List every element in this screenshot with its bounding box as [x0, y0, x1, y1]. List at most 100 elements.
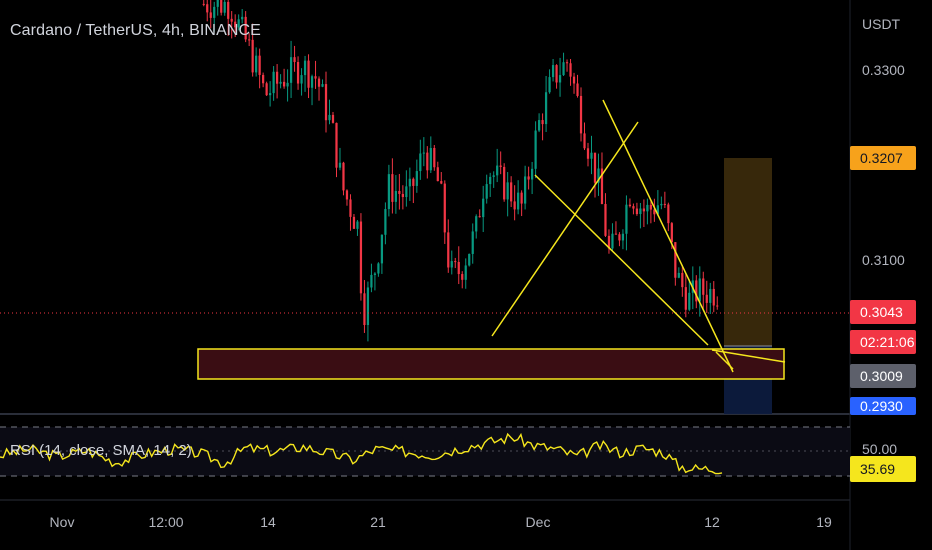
- candle-body: [482, 198, 485, 218]
- candle-body: [621, 233, 625, 241]
- candle-body: [216, 0, 219, 7]
- entry-price-tag: 0.3009: [850, 364, 916, 388]
- candle-body: [255, 55, 258, 73]
- time-label-4: Dec: [525, 514, 551, 530]
- candle-body: [548, 77, 551, 93]
- candle-body: [213, 6, 216, 18]
- candle-body: [569, 63, 572, 77]
- candle-body: [705, 294, 708, 303]
- candle-body: [572, 76, 576, 84]
- candle-body: [230, 18, 233, 22]
- candle-body: [471, 231, 474, 254]
- trendline-3: [602, 99, 734, 373]
- candle-body: [499, 165, 502, 167]
- candle-body: [642, 208, 646, 212]
- candle-body: [419, 153, 422, 172]
- candle-body: [331, 114, 335, 123]
- candle-body: [345, 190, 349, 200]
- candle-body: [321, 84, 324, 87]
- candle-body: [370, 274, 373, 288]
- candle-body: [489, 176, 492, 185]
- candle-body: [262, 74, 265, 84]
- candle-body: [656, 205, 659, 215]
- candle-body: [461, 274, 464, 280]
- trendline-1: [491, 121, 639, 337]
- target-price-tag: 0.3207: [850, 146, 916, 170]
- candle-body: [244, 16, 247, 40]
- candle-body: [422, 152, 425, 154]
- last-price-tag: 0.3043: [850, 300, 916, 324]
- rsi-level-label: 50.00: [862, 441, 898, 457]
- candle-body: [677, 272, 680, 278]
- candle-body: [614, 233, 618, 235]
- candle-body: [429, 147, 432, 171]
- candle-body: [202, 3, 205, 5]
- candle-body: [510, 182, 513, 202]
- time-label-0: Nov: [49, 514, 75, 530]
- candle-body: [328, 114, 331, 121]
- candle-body: [660, 203, 663, 206]
- candle-body: [275, 71, 279, 84]
- trendline-5: [715, 351, 734, 370]
- candle-body: [454, 261, 457, 263]
- candle-body: [503, 166, 506, 200]
- time-label-6: 19: [816, 514, 832, 530]
- candle-body: [527, 176, 530, 180]
- candle-body: [513, 201, 516, 210]
- candle-body: [667, 204, 670, 224]
- candle-body: [478, 216, 481, 218]
- candle-body: [604, 203, 607, 236]
- candle-body: [709, 288, 712, 303]
- candle-body: [457, 261, 460, 275]
- candle-body: [384, 209, 387, 235]
- candle-body: [279, 81, 282, 84]
- candle-body: [607, 235, 611, 249]
- price-tick-0: 0.3300: [862, 62, 905, 78]
- candle-body: [551, 65, 555, 78]
- candle-body: [377, 263, 380, 274]
- candle-body: [433, 147, 436, 168]
- candle-body: [426, 152, 429, 171]
- candle-body: [405, 186, 408, 198]
- candle-body: [674, 242, 677, 278]
- candle-body: [258, 55, 261, 75]
- candle-body: [555, 65, 558, 83]
- candle-body: [349, 199, 352, 217]
- candle-body: [670, 223, 673, 243]
- candle-body: [335, 122, 338, 168]
- candle-body: [359, 221, 363, 294]
- candle-body: [593, 152, 597, 183]
- chart-title: Cardano / TetherUS, 4h, BINANCE: [10, 22, 261, 39]
- price-tick-1: 0.3100: [862, 252, 905, 268]
- candle-body: [324, 84, 328, 121]
- rsi-value-tag: 35.69: [850, 456, 916, 482]
- candle-body: [541, 120, 544, 125]
- candle-body: [635, 208, 639, 215]
- candle-body: [639, 208, 642, 215]
- price-axis-unit: USDT: [862, 16, 901, 32]
- candle-body: [342, 162, 345, 191]
- candle-body: [314, 76, 317, 79]
- candle-body: [303, 60, 307, 76]
- candle-body: [684, 287, 687, 310]
- candle-body: [310, 76, 314, 88]
- candle-body: [600, 168, 604, 204]
- candle-body: [475, 216, 478, 232]
- candle-body: [653, 209, 656, 215]
- candle-body: [579, 95, 583, 134]
- candle-body: [534, 130, 537, 169]
- candle-body: [248, 39, 251, 41]
- candle-body: [450, 261, 453, 268]
- candle-body: [583, 133, 586, 149]
- candle-body: [373, 273, 377, 275]
- candle-body: [646, 204, 649, 212]
- candle-body: [398, 190, 401, 194]
- candle-body: [220, 0, 223, 13]
- support-zone: [197, 348, 785, 380]
- candle-body: [307, 60, 310, 88]
- candle-body: [440, 181, 443, 184]
- candle-body: [209, 12, 212, 18]
- candle-body: [530, 168, 534, 180]
- candle-body: [517, 192, 520, 210]
